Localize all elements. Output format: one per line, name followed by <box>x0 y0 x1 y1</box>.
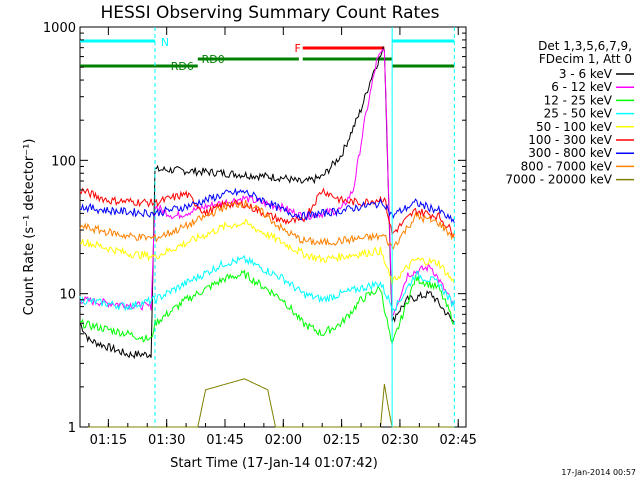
x-tick-label: 02:00 <box>265 433 302 448</box>
legend-header-line-2: FDecim 1, Att 0 <box>539 52 632 66</box>
x-tick-label: 01:15 <box>90 433 127 448</box>
x-tick-label: 02:45 <box>439 433 476 448</box>
flag-label-f: F <box>294 42 300 55</box>
x-tick-label: 02:15 <box>323 433 360 448</box>
flag-bars <box>80 39 455 68</box>
flag-label-rd6: RD6 <box>171 60 194 73</box>
legend: Det 1,3,5,6,7,9, FDecim 1, Att 0 3 - 6 k… <box>505 39 634 187</box>
x-tick-label: 02:30 <box>381 433 418 448</box>
x-axis: 01:15 01:30 01:45 02:00 02:15 02:30 02:45 <box>88 27 477 448</box>
annotations: N RD0 RD6 F <box>161 36 301 73</box>
y-tick-label: 100 <box>51 154 76 169</box>
night-lines <box>154 27 455 427</box>
legend-label-6-12-kev: 6 - 12 keV <box>551 80 613 94</box>
y-tick-label: 10 <box>59 288 76 303</box>
legend-label-300-800-kev: 300 - 800 keV <box>528 146 612 160</box>
legend-label-12-25-kev: 12 - 25 keV <box>544 93 613 107</box>
y-tick-label: 1000 <box>43 21 76 36</box>
plot-area <box>79 26 467 428</box>
plot-timestamp: 17-Jan-2014 00:57 <box>561 468 636 477</box>
x-axis-label: Start Time (17-Jan-14 01:07:42) <box>170 456 378 471</box>
x-tick-label: 01:45 <box>206 433 243 448</box>
legend-label-3-6-kev: 3 - 6 keV <box>559 67 613 81</box>
flag-label-rd0: RD0 <box>202 53 225 66</box>
x-tick-label: 01:30 <box>148 433 185 448</box>
legend-label-50-100-kev: 50 - 100 keV <box>536 120 613 134</box>
flag-label-n: N <box>161 36 169 49</box>
legend-label-7000-20000-kev: 7000 - 20000 keV <box>505 173 612 187</box>
legend-label-800-7000-kev: 800 - 7000 keV <box>521 159 613 173</box>
legend-label-25-50-kev: 25 - 50 keV <box>544 107 613 121</box>
chart-title: HESSI Observing Summary Count Rates <box>100 3 439 23</box>
y-tick-label: 1 <box>68 421 76 436</box>
y-axis-label: Count Rate (s⁻¹ detector⁻¹) <box>22 139 37 316</box>
legend-label-100-300-kev: 100 - 300 keV <box>528 133 612 147</box>
legend-header-line-1: Det 1,3,5,6,7,9, <box>538 39 632 53</box>
y-axis: 1 10 100 1000 <box>43 21 466 436</box>
